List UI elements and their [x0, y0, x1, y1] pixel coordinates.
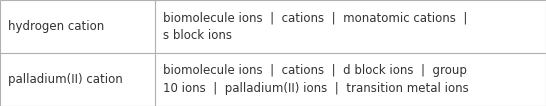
Text: hydrogen cation: hydrogen cation: [8, 20, 104, 33]
Text: biomolecule ions  |  cations  |  d block ions  |  group
10 ions  |  palladium(II: biomolecule ions | cations | d block ion…: [163, 64, 469, 95]
Text: palladium(II) cation: palladium(II) cation: [8, 73, 123, 86]
Text: biomolecule ions  |  cations  |  monatomic cations  |
s block ions: biomolecule ions | cations | monatomic c…: [163, 11, 467, 42]
